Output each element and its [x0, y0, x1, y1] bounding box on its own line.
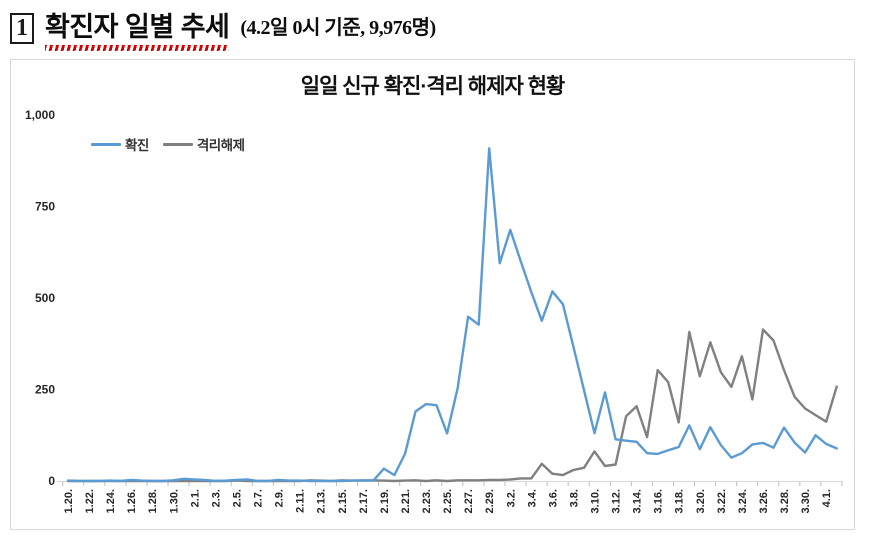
x-axis-label: 2.21.	[400, 489, 412, 513]
y-axis-label: 250	[35, 383, 55, 397]
chart-title: 일일 신규 확진·격리 해제자 현황	[300, 75, 566, 98]
x-axis-label: 1.30.	[168, 489, 180, 513]
x-axis-label: 3.2.	[505, 489, 517, 507]
x-axis-label: 2.1.	[189, 489, 201, 507]
x-axis-label: 3.16.	[653, 489, 665, 513]
x-axis-label: 1.28.	[147, 489, 159, 513]
y-axis-label: 500	[35, 291, 55, 305]
legend-item-released: 격리해제	[162, 134, 245, 154]
x-axis-label: 3.10.	[590, 489, 602, 513]
x-axis-label: 3.20.	[695, 489, 707, 513]
x-axis-label: 2.27.	[463, 489, 475, 513]
x-axis-label: 3.8.	[568, 489, 580, 507]
x-axis-label: 3.4.	[526, 489, 538, 507]
x-axis-label: 2.11.	[295, 489, 307, 513]
x-axis-label: 3.6.	[547, 489, 559, 507]
page-title: 확진자 일별 추세	[45, 5, 230, 51]
series-line-격리해제	[66, 328, 838, 483]
chart-legend: 확진 격리해제	[91, 134, 245, 154]
x-axis-label: 3.24.	[737, 489, 749, 513]
x-axis-label: 3.14.	[632, 489, 644, 513]
x-axis-label: 3.30.	[800, 489, 812, 513]
chart-panel: 일일 신규 확진·격리 해제자 현황 확진 격리해제 0 250 500 750 1,0…	[10, 59, 855, 530]
x-axis-label: 3.22.	[716, 489, 728, 513]
legend-label-released: 격리해제	[196, 138, 245, 153]
x-axis-label: 3.18.	[674, 489, 686, 513]
line-chart: 0 250 500 750 1,000 1.20. 1.22. 1.24. 1.26. 1.28.…	[25, 108, 843, 513]
x-axis-label: 1.20.	[63, 489, 75, 513]
legend-item-confirmed: 확진	[91, 134, 149, 154]
x-axis-label: 2.15.	[337, 489, 349, 513]
x-axis-label: 3.28.	[779, 489, 791, 513]
x-axis-label: 1.24.	[105, 489, 117, 513]
page-header: 1 확진자 일별 추세 (4.2일 0시 기준, 9,976명)	[10, 5, 436, 51]
x-axis-label: 2.5.	[231, 489, 243, 507]
x-axis-label: 2.23.	[421, 489, 433, 513]
x-axis-label: 2.9.	[274, 489, 286, 507]
x-axis-label: 2.17.	[358, 489, 370, 513]
x-axis-label: 4.1.	[821, 489, 833, 507]
released-line-swatch	[162, 142, 193, 146]
x-axis-label: 1.26.	[126, 489, 138, 513]
y-axis-label: 1,000	[25, 108, 55, 122]
section-number-box: 1	[10, 12, 34, 44]
series-line-확진	[66, 147, 838, 483]
x-axis-label: 1.22.	[84, 489, 96, 513]
y-axis-label: 750	[35, 200, 55, 214]
x-axis-label: 2.3.	[210, 489, 222, 507]
x-axis-label: 3.26.	[758, 489, 770, 513]
x-axis-label: 2.25.	[442, 489, 454, 513]
x-axis-label: 3.12.	[611, 489, 623, 513]
x-axis-label: 2.13.	[316, 489, 328, 513]
x-axis-label: 2.19.	[379, 489, 391, 513]
legend-label-confirmed: 확진	[125, 138, 149, 153]
y-axis-label: 0	[48, 474, 55, 488]
x-axis-label: 2.7.	[253, 489, 265, 507]
page-subtitle: (4.2일 0시 기준, 9,976명)	[240, 16, 436, 39]
confirmed-line-swatch	[91, 142, 121, 146]
x-axis-label: 2.29.	[484, 489, 496, 513]
